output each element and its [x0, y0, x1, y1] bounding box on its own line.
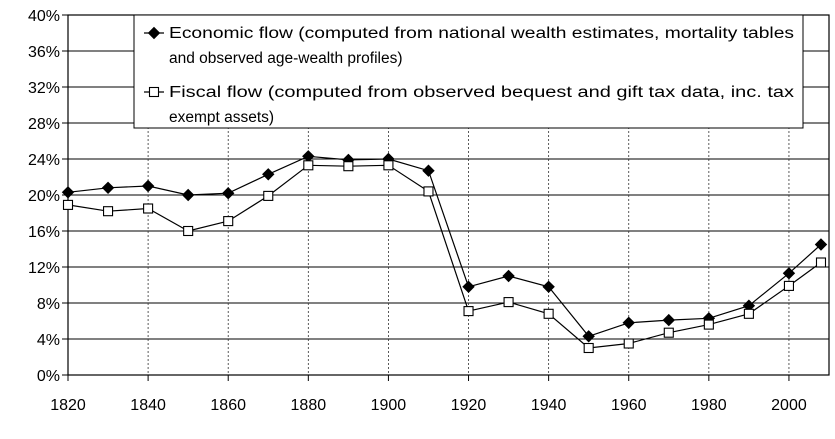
legend-marker-fiscal-flow [148, 86, 160, 98]
series-fiscal-flow [62, 160, 827, 354]
legend-label-economic-flow-line-2: and observed age-wealth profiles) [169, 50, 403, 67]
data-point-fiscal-flow [703, 319, 714, 330]
series-line [67, 155, 822, 338]
legend: Economic flow (computed from national we… [133, 14, 804, 129]
data-point-fiscal-flow [543, 308, 554, 319]
x-axis: 1820 1840 1860 1880 1900 1920 1940 1960 1980 2000 [50, 375, 807, 414]
data-point-fiscal-flow [783, 280, 794, 291]
legend-symbol-fiscal-flow [144, 86, 164, 98]
legend-label-fiscal-flow-line-2: exempt assets) [169, 109, 274, 126]
x-tick-label: 1840 [130, 397, 166, 414]
legend-label-fiscal-flow-line-1: Fiscal flow (computed from observed bequ… [169, 84, 794, 101]
legend-label-economic-flow-line-1: Economic flow (computed from national we… [169, 25, 794, 42]
data-point-fiscal-flow [223, 216, 234, 227]
y-tick-label: 24% [28, 152, 60, 169]
data-point-economic-flow [582, 330, 595, 343]
data-point-economic-flow [662, 313, 675, 327]
data-point-fiscal-flow [503, 297, 514, 308]
data-point-economic-flow [462, 280, 475, 294]
data-point-economic-flow [542, 280, 555, 294]
x-tick-label: 2000 [771, 397, 807, 414]
y-tick-label: 32% [28, 80, 60, 97]
data-point-fiscal-flow [423, 186, 434, 197]
data-point-economic-flow [181, 188, 195, 202]
legend-box [133, 14, 804, 129]
x-tick-label: 1980 [691, 397, 727, 414]
x-tick-label: 1880 [291, 397, 327, 414]
data-point-economic-flow [222, 186, 235, 200]
data-point-economic-flow [141, 179, 155, 193]
data-point-fiscal-flow [303, 160, 314, 171]
y-tick-label: 16% [28, 224, 60, 241]
y-tick-label: 0% [37, 368, 60, 385]
data-point-fiscal-flow [183, 225, 194, 237]
data-point-fiscal-flow [743, 308, 754, 319]
x-tick-label: 1900 [371, 397, 407, 414]
legend-marker-economic-flow [147, 26, 161, 40]
data-point-fiscal-flow [383, 160, 394, 171]
data-point-fiscal-flow [62, 199, 74, 210]
data-point-economic-flow [61, 186, 75, 199]
x-tick-label: 1940 [531, 397, 567, 414]
series-layer [61, 150, 828, 354]
legend-entry-fiscal-flow: Fiscal flow (computed from observed bequ… [144, 84, 794, 126]
data-point-economic-flow [814, 238, 828, 251]
data-point-fiscal-flow [583, 342, 594, 354]
data-point-fiscal-flow [263, 190, 274, 201]
legend-entry-economic-flow: Economic flow (computed from national we… [144, 25, 794, 67]
data-point-economic-flow [422, 164, 435, 177]
y-tick-label: 28% [28, 116, 60, 133]
data-point-fiscal-flow [103, 206, 114, 217]
x-tick-label: 1960 [611, 397, 647, 414]
data-point-economic-flow [262, 168, 275, 181]
data-point-fiscal-flow [815, 257, 827, 268]
series-economic-flow [61, 150, 828, 343]
series-line [67, 164, 822, 349]
data-point-economic-flow [782, 267, 796, 280]
y-tick-label: 4% [37, 332, 60, 349]
legend-symbol-economic-flow [144, 26, 164, 40]
y-axis: 0% 4% 8% 12% 16% 20% 24% 28% 32% 36% 40% [28, 8, 68, 385]
y-tick-label: 8% [37, 296, 60, 313]
data-point-fiscal-flow [463, 306, 474, 317]
data-point-fiscal-flow [143, 203, 154, 214]
data-point-fiscal-flow [663, 327, 674, 338]
y-tick-label: 12% [28, 260, 60, 277]
x-tick-label: 1820 [50, 397, 86, 414]
y-tick-label: 40% [28, 8, 60, 25]
x-tick-label: 1920 [451, 397, 487, 414]
y-tick-label: 20% [28, 188, 60, 205]
data-point-economic-flow [502, 269, 515, 283]
data-point-fiscal-flow [343, 161, 354, 172]
x-tick-label: 1860 [210, 397, 246, 414]
data-point-fiscal-flow [623, 338, 634, 349]
y-tick-label: 36% [28, 44, 60, 61]
data-point-economic-flow [622, 316, 635, 330]
data-point-economic-flow [101, 181, 115, 195]
